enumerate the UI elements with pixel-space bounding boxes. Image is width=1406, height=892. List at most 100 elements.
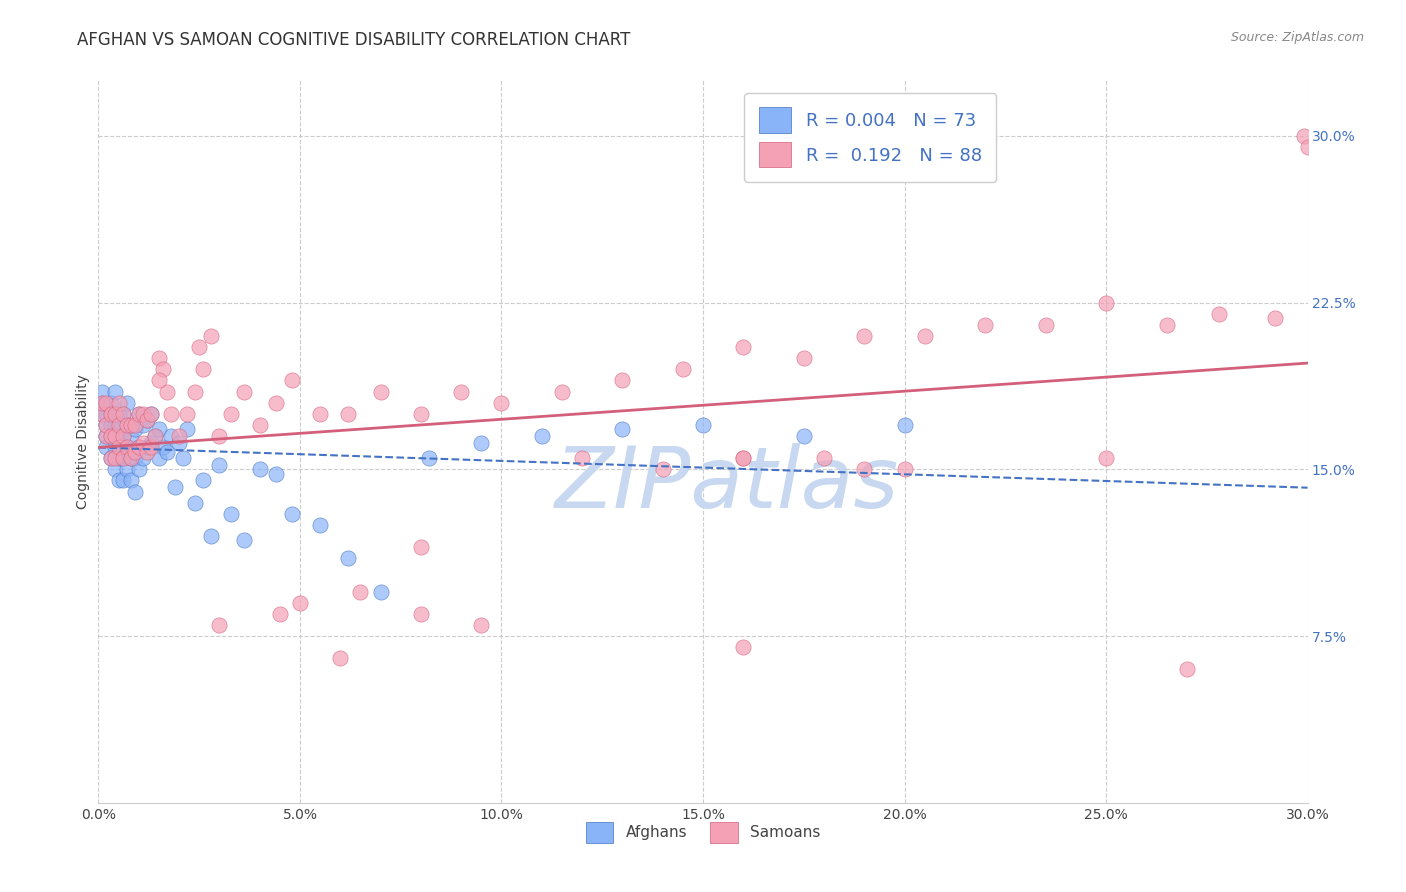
Point: [409, 407, 432, 421]
Point: [115, 417, 138, 432]
Point: [418, 451, 440, 466]
Point: [100, 417, 122, 432]
Point: [893, 462, 915, 476]
Point: [249, 462, 271, 476]
Point: [100, 429, 122, 443]
Point: [139, 435, 162, 450]
Point: [120, 429, 142, 443]
Point: [96, 417, 118, 432]
Point: [120, 451, 142, 466]
Point: [813, 451, 835, 466]
Point: [221, 507, 243, 521]
Legend: Afghans, Samoans: Afghans, Samoans: [579, 815, 827, 849]
Point: [96, 395, 118, 409]
Point: [115, 440, 138, 454]
Point: [651, 462, 673, 476]
Point: [100, 407, 122, 421]
Point: [115, 417, 138, 432]
Point: [491, 395, 513, 409]
Point: [120, 474, 142, 488]
Text: Source: ZipAtlas.com: Source: ZipAtlas.com: [1230, 31, 1364, 45]
Point: [184, 384, 207, 399]
Point: [96, 429, 118, 443]
Point: [103, 440, 125, 454]
Point: [1296, 140, 1319, 154]
Point: [409, 540, 432, 554]
Point: [309, 407, 332, 421]
Point: [349, 584, 371, 599]
Point: [107, 451, 129, 466]
Point: [91, 395, 114, 409]
Point: [148, 451, 170, 466]
Point: [450, 384, 472, 399]
Point: [128, 407, 150, 421]
Point: [612, 373, 634, 387]
Point: [193, 362, 215, 376]
Point: [337, 551, 360, 566]
Point: [1208, 307, 1230, 321]
Point: [120, 417, 142, 432]
Point: [188, 340, 211, 354]
Point: [1175, 662, 1198, 676]
Point: [1264, 311, 1286, 326]
Point: [1095, 451, 1118, 466]
Point: [264, 395, 287, 409]
Point: [115, 395, 138, 409]
Point: [124, 444, 146, 458]
Point: [148, 373, 170, 387]
Point: [111, 451, 134, 466]
Point: [167, 435, 190, 450]
Point: [96, 429, 118, 443]
Point: [733, 640, 755, 655]
Point: [370, 584, 392, 599]
Point: [184, 496, 207, 510]
Point: [232, 384, 254, 399]
Point: [208, 618, 231, 632]
Point: [156, 444, 179, 458]
Point: [100, 407, 122, 421]
Point: [107, 407, 129, 421]
Point: [281, 373, 304, 387]
Point: [143, 429, 166, 443]
Point: [221, 407, 243, 421]
Point: [132, 417, 155, 432]
Point: [914, 329, 936, 343]
Point: [470, 618, 492, 632]
Point: [135, 444, 157, 458]
Point: [135, 440, 157, 454]
Point: [128, 407, 150, 421]
Point: [91, 407, 114, 421]
Point: [160, 429, 183, 443]
Point: [111, 451, 134, 466]
Point: [107, 417, 129, 432]
Point: [264, 467, 287, 481]
Point: [551, 384, 574, 399]
Point: [409, 607, 432, 621]
Point: [309, 517, 332, 532]
Point: [124, 484, 146, 499]
Point: [115, 462, 138, 476]
Point: [176, 422, 198, 436]
Point: [793, 429, 815, 443]
Point: [733, 451, 755, 466]
Point: [163, 480, 186, 494]
Point: [96, 440, 118, 454]
Point: [1035, 318, 1057, 332]
Text: AFGHAN VS SAMOAN COGNITIVE DISABILITY CORRELATION CHART: AFGHAN VS SAMOAN COGNITIVE DISABILITY CO…: [77, 31, 631, 49]
Point: [143, 429, 166, 443]
Point: [152, 440, 174, 454]
Point: [139, 407, 162, 421]
Point: [91, 407, 114, 421]
Point: [107, 474, 129, 488]
Point: [893, 417, 915, 432]
Point: [148, 422, 170, 436]
Point: [281, 507, 304, 521]
Point: [793, 351, 815, 366]
Point: [100, 429, 122, 443]
Point: [156, 384, 179, 399]
Point: [370, 384, 392, 399]
Point: [208, 458, 231, 472]
Point: [124, 422, 146, 436]
Point: [96, 407, 118, 421]
Point: [160, 407, 183, 421]
